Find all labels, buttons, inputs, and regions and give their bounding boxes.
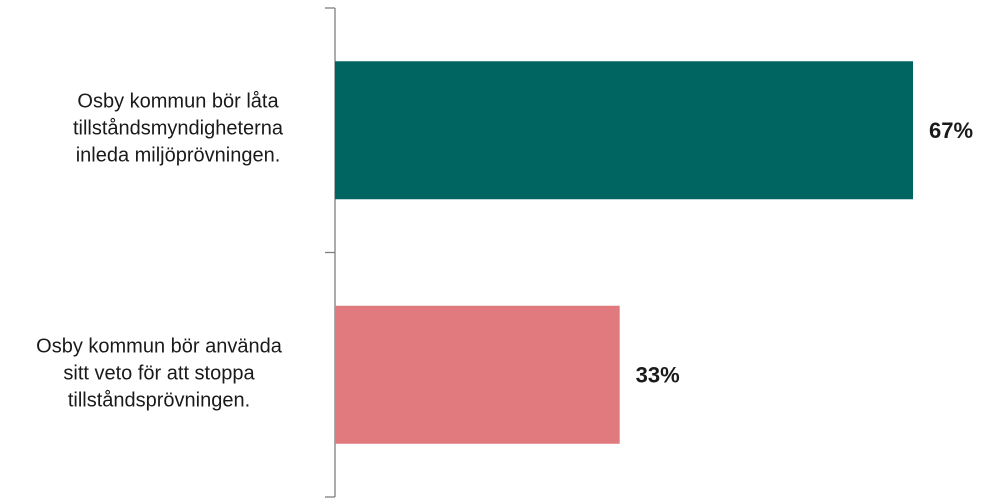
bar xyxy=(335,61,913,200)
category-label: Osby kommun bör låta tillståndsmyndighet… xyxy=(72,90,284,167)
bar xyxy=(335,305,620,444)
category-label: Osby kommun bör använda sitt veto för at… xyxy=(36,335,282,412)
value-label: 33% xyxy=(636,363,680,388)
value-label: 67% xyxy=(929,118,973,143)
